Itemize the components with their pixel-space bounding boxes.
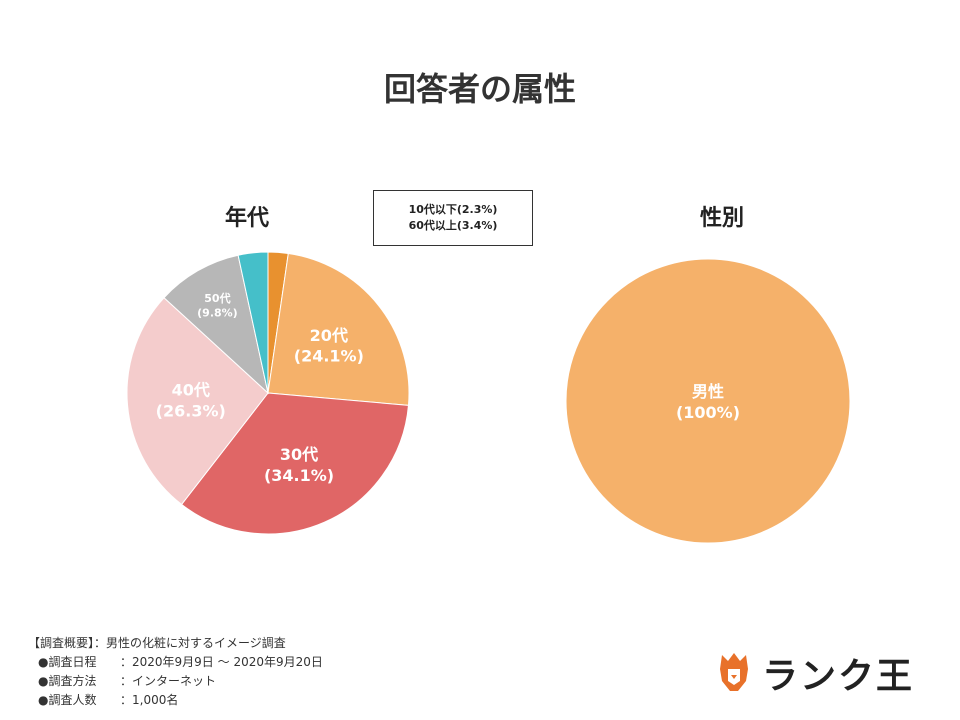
gender-chart-title: 性別 <box>699 206 744 231</box>
count-key: ●調査人数 <box>38 693 97 707</box>
slice-label-0-4: 50代(9.8%) <box>197 291 238 319</box>
gender-pie-chart: 男性(100%) <box>565 258 851 544</box>
callout-line-sixties: 60代以上(3.4%) <box>408 219 498 232</box>
logo-text: ランク王 <box>762 656 915 697</box>
survey-summary: 【調査概要】：男性の化粧に対するイメージ調査 ●調査日程 ：2020年9月9日 〜… <box>28 634 323 710</box>
slice-label-0-2: 30代(34.1%) <box>264 445 334 485</box>
slice-label-1-0: 男性(100%) <box>676 382 740 422</box>
method-key: ●調査方法 <box>38 674 97 688</box>
slice-label-0-3: 40代(26.3%) <box>156 381 226 421</box>
callout-line-teens: 10代以下(2.3%) <box>408 203 498 216</box>
summary-value: ：男性の化粧に対するイメージ調査 <box>94 636 286 650</box>
pie-slice-0-3 <box>126 297 269 506</box>
pie-slice-1-0 <box>565 258 851 544</box>
small-slices-callout: 10代以下(2.3%) 60代以上(3.4%) <box>373 190 533 246</box>
schedule-value: ：2020年9月9日 〜 2020年9月20日 <box>120 655 323 669</box>
pie-slice-0-4 <box>163 254 269 395</box>
age-chart-title: 年代 <box>224 206 269 231</box>
summary-key: 【調査概要】 <box>28 636 95 650</box>
page-title: 回答者の属性 <box>383 70 576 108</box>
pie-slice-0-2 <box>180 392 409 535</box>
slice-label-0-1: 20代(24.1%) <box>294 326 364 366</box>
count-value: ：1,000名 <box>120 693 179 707</box>
rank-ou-logo: ランク王 <box>716 650 915 697</box>
lion-logo-icon <box>720 653 748 691</box>
age-pie-chart: 20代(24.1%) 30代(34.1%) 40代(26.3%) 50代(9.8%) <box>126 251 410 535</box>
pie-slice-0-5 <box>237 251 269 394</box>
schedule-key: ●調査日程 <box>38 655 97 669</box>
pie-slice-0-1 <box>267 252 410 406</box>
method-value: ：インターネット <box>120 674 217 688</box>
